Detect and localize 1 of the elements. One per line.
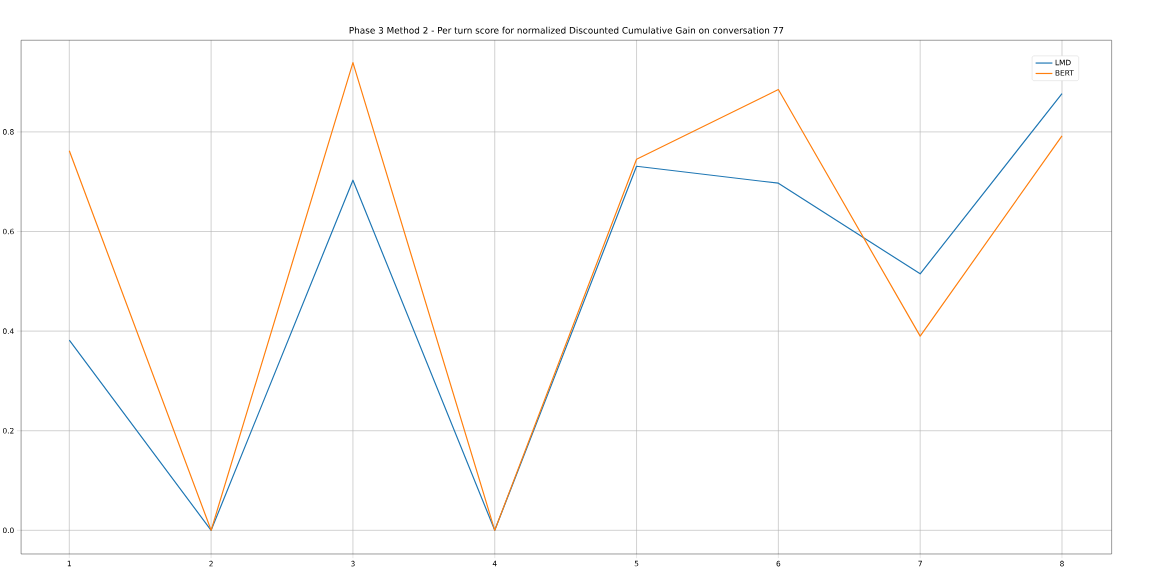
chart-title: Phase 3 Method 2 - Per turn score for normalized Discounted Cumulative Gain on conversation 77 [349, 26, 784, 34]
